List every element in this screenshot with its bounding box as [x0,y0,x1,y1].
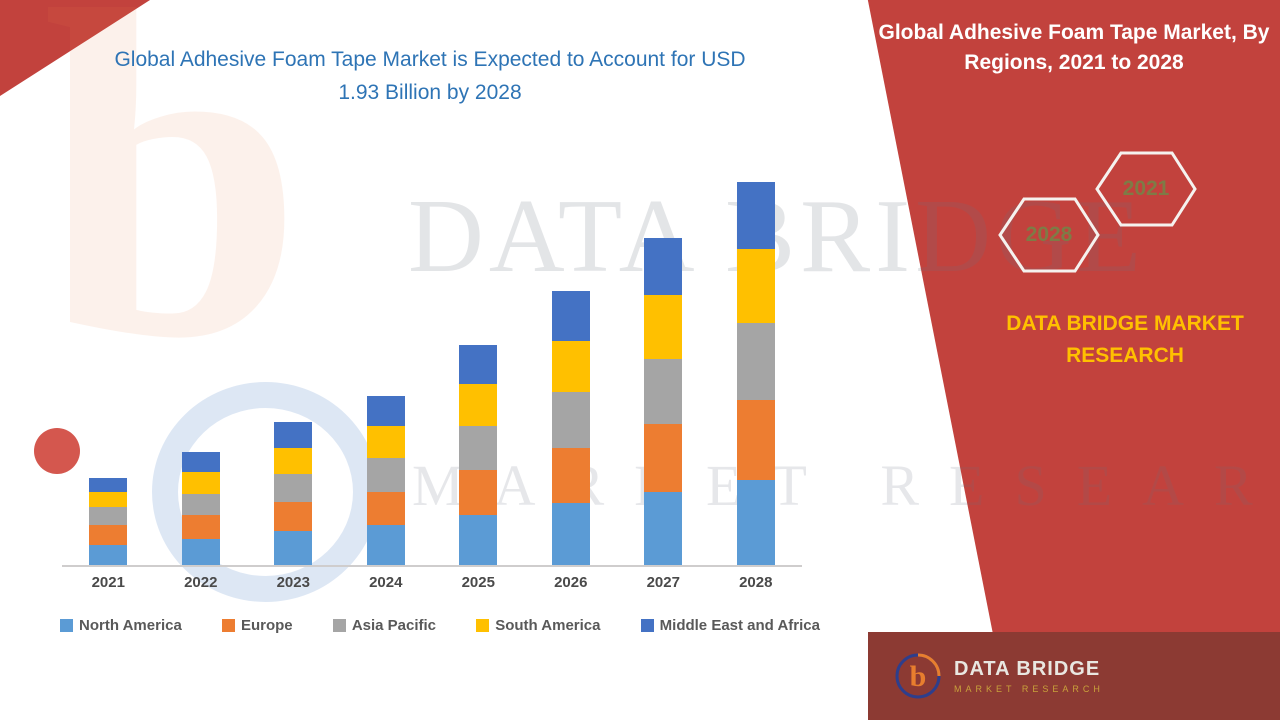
bar-segment-south-america [181,471,220,494]
chart-legend: North America Europe Asia Pacific South Ame… [60,617,820,634]
legend-label: South America [495,617,601,634]
x-axis-label: 2022 [184,574,218,591]
legend-swatch-icon [476,619,490,632]
bar-segment-asia-pacific [89,507,128,526]
bar-segment-europe [366,491,405,526]
legend-label: North America [79,617,182,634]
legend-swatch-icon [60,619,73,632]
legend-label: Middle East and Africa [659,617,820,634]
bar-column-2027 [617,168,710,565]
bar-column-2028 [710,168,803,565]
bar-segment-europe [181,515,220,540]
bar-segment-europe [551,447,590,504]
bar-column-2021 [62,168,155,565]
bar-segment-south-america [366,426,405,458]
bar-segment-north-america [644,491,683,565]
x-axis-labels: 2021 2022 2023 2024 2025 2026 2027 2028 [62,574,802,591]
bar-segment-north-america [459,515,498,565]
bar-segment-north-america [89,545,128,565]
legend-item: Europe [221,617,293,634]
footer-brand-name: DATA BRIDGE [954,658,1101,680]
bar-segment-north-america [551,503,590,565]
bar-segment-middle-east-and-africa [551,291,590,341]
legend-swatch-icon [221,619,235,632]
bar-segment-asia-pacific [551,392,590,448]
legend-swatch-icon [640,619,654,632]
bar-column-2024 [340,168,433,565]
legend-item: Asia Pacific [332,617,437,634]
bar-segment-north-america [736,479,775,565]
legend-label: Europe [240,617,293,634]
legend-swatch-icon [332,619,346,632]
bar-segment-middle-east-and-africa [459,344,498,385]
hexagon-year-2028: 2028 [997,196,1101,274]
bar-column-2022 [155,168,248,565]
bar-segment-south-america [644,295,683,359]
bar-segment-north-america [274,531,313,565]
bar-segment-europe [89,525,128,546]
bar-column-2026 [525,168,618,565]
bar-segment-middle-east-and-africa [366,396,405,427]
bar-segment-south-america [736,249,775,323]
x-axis-label: 2025 [461,574,495,591]
hexagon-year-label: 2028 [1025,223,1073,246]
svg-text:b: b [910,660,927,693]
x-axis-label: 2026 [554,574,588,591]
bar-segment-europe [459,469,498,516]
bar-segment-asia-pacific [181,493,220,516]
hexagon-outline-icon [1095,151,1197,227]
bar-segment-asia-pacific [274,473,313,502]
bar-segment-south-america [274,447,313,474]
bar-segment-north-america [181,539,220,565]
legend-item: South America [476,617,601,634]
bar-segment-south-america [551,340,590,393]
bar-segment-middle-east-and-africa [736,181,775,250]
bar-segment-middle-east-and-africa [181,451,220,472]
bar-segment-asia-pacific [366,457,405,492]
legend-item: Middle East and Africa [640,617,820,634]
data-bridge-logo-icon: b [895,653,941,699]
hexagon-outline-icon [998,197,1100,273]
right-panel-title: Global Adhesive Foam Tape Market, By Reg… [878,21,1270,75]
bar-column-2023 [247,168,340,565]
bar-segment-asia-pacific [644,358,683,425]
x-axis-label: 2027 [646,574,680,591]
bar-segment-asia-pacific [736,322,775,401]
legend-item: North America [60,617,182,634]
bar-segment-middle-east-and-africa [274,422,313,448]
footer-logo-bar: b DATA BRIDGE MARKET RESEARCH [868,632,1280,720]
bar-segment-asia-pacific [459,426,498,470]
x-axis-label: 2028 [739,574,773,591]
bar-segment-middle-east-and-africa [89,477,128,492]
bar-segment-north-america [366,525,405,565]
brand-name-text: DATA BRIDGE MARKET RESEARCH [1006,312,1244,367]
bar-segment-south-america [89,491,128,508]
legend-label: Asia Pacific [351,617,437,634]
bar-segment-europe [644,424,683,492]
hexagon-year-2021: 2021 [1094,150,1198,228]
chart-title: Global Adhesive Foam Tape Market is Expe… [114,48,746,104]
bar-segment-europe [736,400,775,480]
bar-segment-europe [274,501,313,532]
bar-segment-south-america [459,384,498,427]
footer-brand-subtitle: MARKET RESEARCH [954,684,1104,694]
stacked-bar-chart [62,168,802,567]
hexagon-year-label: 2021 [1122,177,1170,200]
x-axis-label: 2021 [91,574,125,591]
x-axis-label: 2023 [276,574,310,591]
bar-column-2025 [432,168,525,565]
bar-segment-middle-east-and-africa [644,237,683,296]
footer-brand-block: DATA BRIDGE MARKET RESEARCH [954,658,1104,694]
x-axis-label: 2024 [369,574,403,591]
